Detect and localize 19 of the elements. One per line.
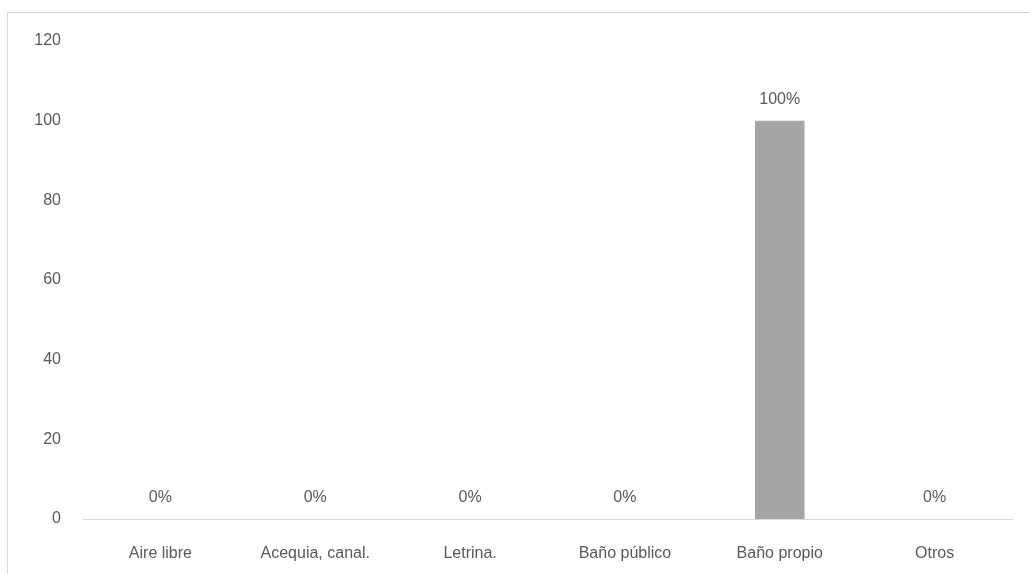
x-tick-label: Baño propio [736, 544, 823, 562]
x-tick-label: Acequia, canal. [260, 544, 370, 562]
y-tick-label: 20 [43, 429, 62, 447]
data-label: 0% [148, 488, 172, 506]
x-tick-label: Baño público [578, 544, 672, 562]
x-tick-label: Letrina. [443, 544, 497, 562]
data-label: 0% [923, 488, 947, 506]
y-tick-label: 60 [43, 270, 62, 288]
data-label: 0% [613, 488, 637, 506]
y-tick-label: 80 [43, 190, 62, 208]
data-label: 0% [458, 488, 482, 506]
x-tick-label: Aire libre [128, 544, 193, 562]
y-tick-label: 40 [43, 350, 62, 368]
y-tick-label: 100 [34, 111, 62, 129]
y-tick-label: 120 [34, 31, 62, 49]
x-tick-label: Otros [915, 544, 955, 562]
data-label: 100% [759, 90, 801, 108]
data-label: 0% [303, 488, 327, 506]
y-tick-label: 0 [52, 509, 62, 527]
